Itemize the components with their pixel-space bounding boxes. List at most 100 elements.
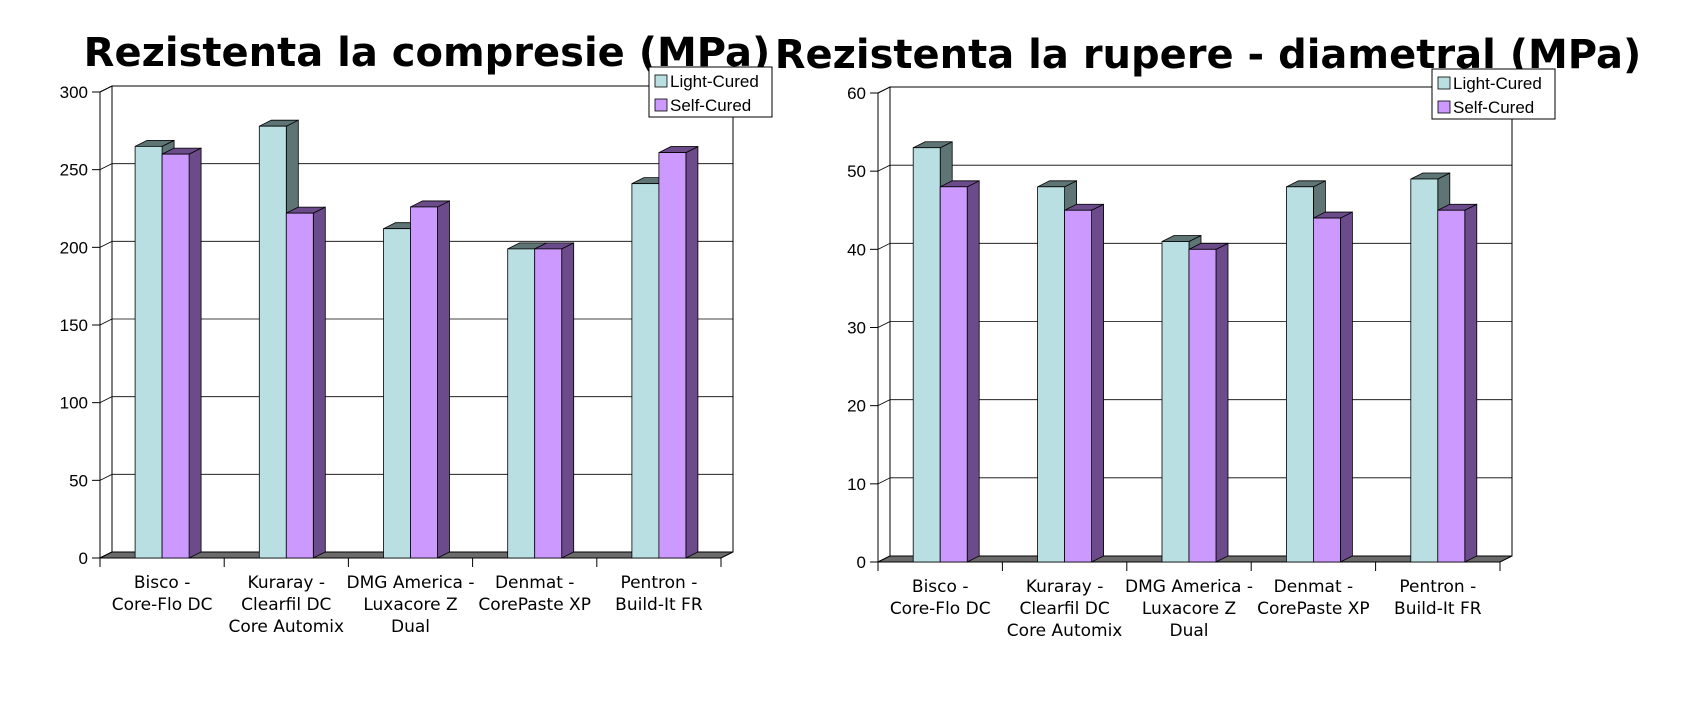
bar-front	[161, 153, 190, 559]
bar-front	[1313, 217, 1341, 563]
y-tick-label: 50	[847, 162, 866, 181]
bar-front	[939, 186, 968, 563]
x-category-label-line: Denmat -	[1274, 577, 1354, 597]
x-category-label: Bisco -Core-Flo DC	[112, 573, 213, 615]
gridline-depth	[877, 86, 891, 94]
bar-front	[1064, 209, 1092, 563]
y-tick-label: 10	[847, 475, 866, 494]
legend-swatch	[654, 74, 668, 88]
x-category-label-line: Dual	[391, 617, 430, 637]
x-category-label-line: Kuraray -	[1026, 577, 1104, 597]
bar-side	[1340, 211, 1353, 563]
x-category-label-line: Pentron -	[620, 573, 697, 593]
bar-self-cured	[534, 242, 575, 559]
y-tick-label: 60	[847, 84, 866, 103]
bar-side	[1091, 203, 1104, 563]
bar-front	[631, 183, 660, 559]
bar-front	[658, 152, 687, 559]
legend-label: Light-Cured	[670, 72, 759, 91]
legend-label: Self-Cured	[670, 96, 751, 115]
chart-2: 0 10 20 30 40 50 60 Bisco -Core-Flo DC Kuraray -…	[775, 32, 1642, 641]
x-category-label-line: Clearfil DC	[241, 595, 331, 615]
x-category-label: Kuraray -Clearfil DC Core Automix	[1007, 577, 1123, 641]
chart-1: 0 50 100 150 200 250 300 Bisco -Core-Flo DC Kura…	[60, 30, 773, 637]
y-tick-label: 200	[60, 238, 88, 257]
gridline-depth	[99, 163, 113, 171]
gridline-depth	[877, 477, 891, 485]
bar-side	[437, 200, 450, 559]
bar-self-cured	[1437, 203, 1478, 563]
legend-box	[1431, 68, 1556, 120]
bar-front	[912, 147, 941, 563]
bar-front	[410, 206, 438, 559]
bar-front	[383, 228, 411, 559]
x-category-label-line: Dual	[1169, 621, 1208, 641]
gridline-depth	[99, 473, 113, 481]
y-tick-label: 300	[60, 83, 88, 102]
y-tick-label: 250	[60, 161, 88, 180]
x-category-label: Denmat -CorePaste XP	[1257, 577, 1370, 619]
bar-self-cured	[410, 200, 450, 559]
x-category-label-line: Luxacore Z	[1142, 599, 1236, 619]
bar-self-cured	[285, 206, 326, 559]
bar-front	[285, 212, 314, 559]
legend-swatch	[654, 98, 668, 112]
x-category-label-line: Core-Flo DC	[890, 599, 991, 619]
bar-side	[188, 147, 202, 559]
x-category-label-line: Build-It FR	[615, 595, 703, 615]
legend-swatch	[1437, 100, 1451, 114]
bar-front	[507, 248, 536, 559]
legend-box	[648, 66, 773, 118]
y-tick-label: 100	[60, 394, 88, 413]
bar-self-cured	[939, 180, 980, 563]
legend-swatch	[1437, 76, 1451, 90]
y-tick-label: 30	[847, 319, 866, 338]
bar-self-cured	[1064, 203, 1104, 563]
x-category-label-line: CorePaste XP	[478, 595, 591, 615]
x-category-label-line: Bisco -	[912, 577, 969, 597]
bar-front	[1286, 186, 1314, 563]
legend: Light-Cured Self-Cured	[1431, 68, 1556, 120]
bar-front	[1161, 241, 1190, 563]
x-category-label: Pentron -Build-It FR	[1394, 577, 1482, 619]
x-category-label: Denmat -CorePaste XP	[478, 573, 591, 615]
bar-self-cured	[1313, 211, 1353, 563]
x-category-label-line: Bisco -	[134, 573, 191, 593]
x-category-label: Bisco -Core-Flo DC	[890, 577, 991, 619]
x-category-label: DMG America -Luxacore Z Dual	[347, 573, 475, 637]
bar-self-cured	[1188, 242, 1229, 563]
bar-side	[966, 180, 980, 563]
bar-front	[1037, 186, 1065, 563]
y-tick-label: 40	[847, 240, 866, 259]
legend-label: Self-Cured	[1453, 98, 1534, 117]
bar-front	[1188, 248, 1217, 563]
x-category-label-line: Core Automix	[229, 617, 345, 637]
bar-side	[561, 242, 575, 559]
legend-label: Light-Cured	[1453, 74, 1542, 93]
x-category-label: Pentron -Build-It FR	[615, 573, 703, 615]
bar-side	[685, 145, 699, 559]
bar-front	[134, 145, 163, 559]
bar-front	[534, 248, 563, 559]
x-category-label-line: DMG America -	[1125, 577, 1253, 597]
gridline-depth	[877, 321, 891, 328]
legend: Light-Cured Self-Cured	[648, 66, 773, 118]
x-category-label-line: CorePaste XP	[1257, 599, 1370, 619]
x-category-label-line: Denmat -	[495, 573, 575, 593]
x-category-label-line: Pentron -	[1399, 577, 1476, 597]
y-tick-label: 0	[857, 553, 866, 572]
x-category-label-line: Luxacore Z	[363, 595, 457, 615]
x-category-label-line: Kuraray -	[248, 573, 326, 593]
x-category-label-line: DMG America -	[347, 573, 475, 593]
x-category-label-line: Clearfil DC	[1019, 599, 1109, 619]
bar-side	[312, 206, 326, 559]
bar-front	[1410, 178, 1439, 563]
x-category-label: Kuraray -Clearfil DC Core Automix	[229, 573, 345, 637]
y-tick-label: 20	[847, 397, 866, 416]
bar-self-cured	[658, 145, 699, 559]
bar-front	[258, 125, 287, 559]
bar-side	[1215, 242, 1229, 563]
x-category-label: DMG America -Luxacore Z Dual	[1125, 577, 1253, 641]
gridline-depth	[877, 399, 891, 407]
